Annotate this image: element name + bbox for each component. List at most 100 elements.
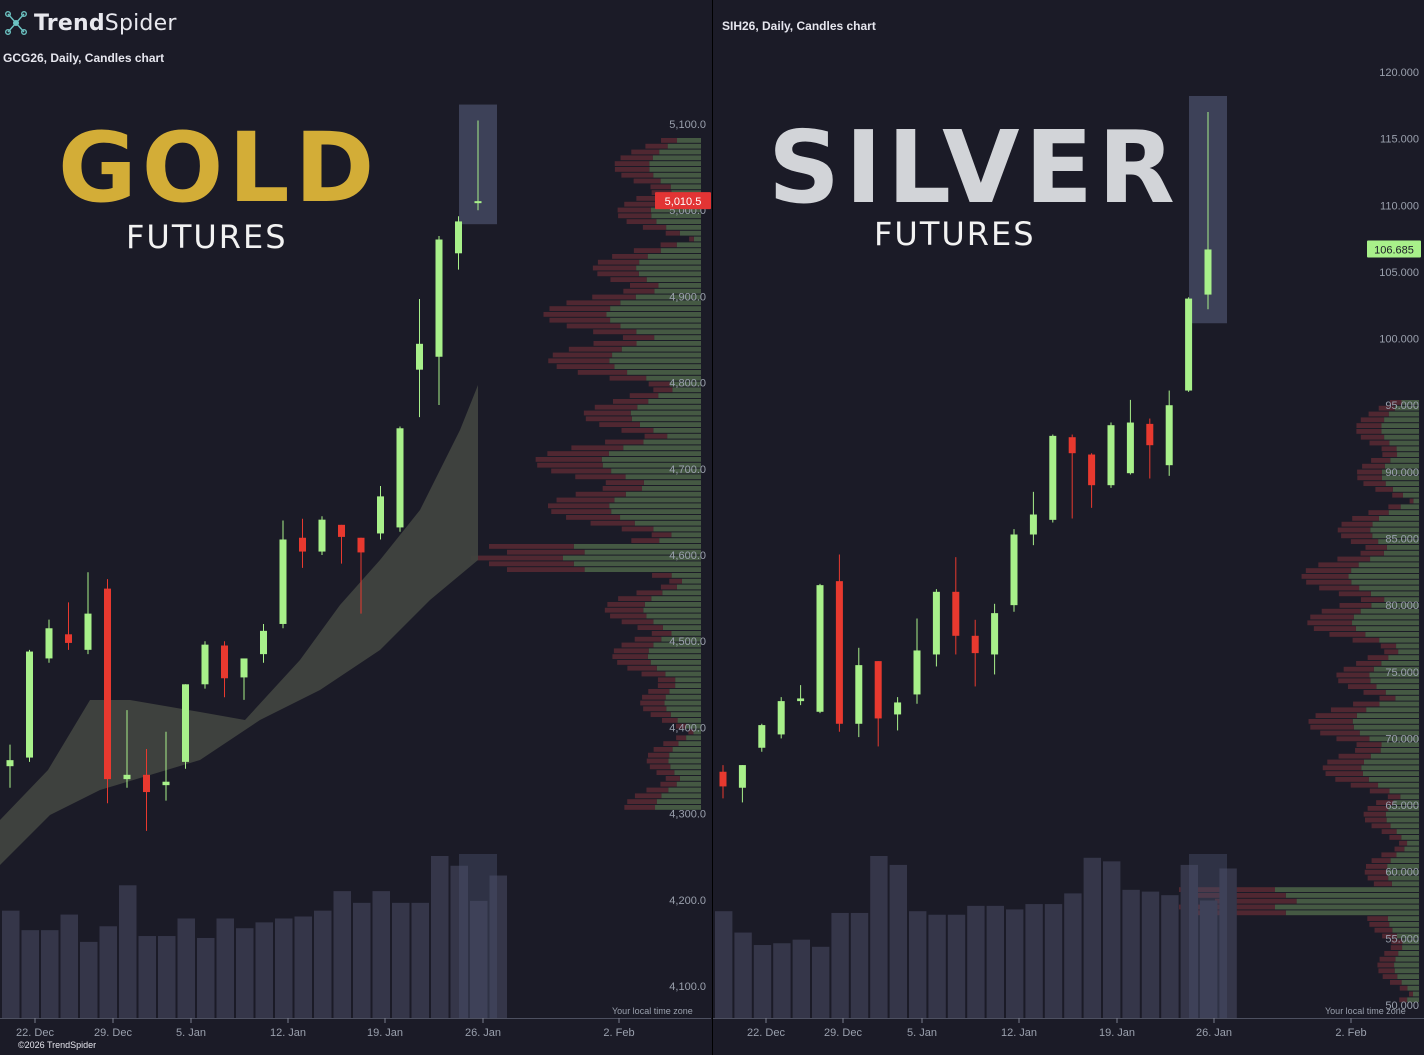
left-profile-bar-down <box>535 457 602 462</box>
right-candle-body <box>1068 437 1076 454</box>
left-profile-bar-up <box>631 416 701 422</box>
left-profile-bar-up <box>609 503 701 509</box>
left-profile-bar-up <box>573 544 701 549</box>
left-x-tick-label: 12. Jan <box>270 1027 306 1039</box>
left-profile-bar-up <box>671 532 701 538</box>
left-candle-body <box>474 201 482 204</box>
left-profile-bar-down <box>593 329 637 335</box>
left-volume-bar <box>450 865 468 1018</box>
left-profile-bar-down <box>566 323 621 329</box>
left-profile-bar-down <box>585 416 632 422</box>
left-volume-bar <box>119 885 137 1018</box>
left-profile-bar-up <box>651 213 701 219</box>
left-profile-bar-down <box>568 346 622 352</box>
left-profile-bar-up <box>647 254 701 259</box>
right-profile-bar-up <box>1394 968 1419 974</box>
right-volume-bar <box>734 932 752 1018</box>
right-y-tick-label: 115.000 <box>1380 134 1419 146</box>
left-profile-bar-down <box>621 428 654 433</box>
left-profile-bar-up <box>664 700 701 706</box>
right-profile-bar-up <box>1385 811 1419 817</box>
left-profile-bar-down <box>621 172 654 178</box>
left-profile-bar-up <box>679 230 701 236</box>
left-profile-bar-up <box>614 364 701 369</box>
right-profile-bar-down <box>1376 800 1394 805</box>
left-candle-body <box>338 524 345 537</box>
left-profile-bar-down <box>627 665 657 671</box>
left-candle-body <box>260 630 267 655</box>
right-volume-profile <box>1179 400 1419 1003</box>
left-profile-bar-up <box>637 404 701 410</box>
left-profile-bar-up <box>686 735 701 741</box>
left-profile-bar-up <box>667 143 701 149</box>
left-profile-bar-down <box>650 712 671 717</box>
left-profile-bar-up <box>660 178 701 184</box>
right-profile-bar-down <box>1363 481 1386 486</box>
right-profile-bar-up <box>1369 736 1419 742</box>
right-profile-bar-up <box>1384 417 1419 423</box>
left-candle-body <box>84 613 92 650</box>
left-candle-body <box>123 774 131 780</box>
left-candle-body <box>201 644 209 685</box>
right-profile-bar-down <box>1367 875 1389 881</box>
left-volume-bar <box>158 936 176 1018</box>
trendspider-logo[interactable]: TrendSpider <box>4 10 177 36</box>
right-profile-bar-up <box>1391 881 1419 887</box>
gold-heading: GOLD <box>58 112 380 224</box>
left-candle-body <box>26 651 33 758</box>
left-profile-bar-up <box>625 491 701 497</box>
right-volume-bar <box>1083 857 1101 1018</box>
right-x-tick-label: 5. Jan <box>907 1027 937 1039</box>
right-profile-bar-down <box>1384 649 1399 655</box>
right-volume-bar <box>1219 868 1237 1018</box>
right-profile-bar-up <box>1396 933 1419 939</box>
left-profile-bar-up <box>669 689 701 694</box>
left-volume-bar <box>314 910 332 1018</box>
right-profile-bar-down <box>1369 788 1390 794</box>
right-profile-bar-down <box>1394 846 1405 852</box>
left-profile-bar-down <box>537 462 603 468</box>
left-profile-bar-up <box>659 149 701 155</box>
right-profile-bar-up <box>1385 690 1419 695</box>
left-profile-bar-down <box>618 596 652 601</box>
left-profile-bar-up <box>677 138 701 143</box>
right-profile-bar-up <box>1380 748 1419 753</box>
left-y-tick-label: 4,500.0 <box>669 636 706 648</box>
right-profile-bar-down <box>1352 516 1379 521</box>
right-chart-title: SIH26, Daily, Candles chart <box>722 19 876 33</box>
left-profile-bar-up <box>643 439 701 445</box>
right-candle-body <box>971 635 979 654</box>
left-candle-body <box>65 634 72 643</box>
left-profile-bar-up <box>656 219 701 224</box>
right-candle-body <box>1010 534 1018 606</box>
right-profile-bar-up <box>1356 713 1419 718</box>
right-profile-bar-up <box>1397 974 1419 979</box>
right-candle-body <box>1146 423 1154 446</box>
right-profile-bar-down <box>1307 620 1353 626</box>
left-profile-bar-up <box>676 584 701 590</box>
left-y-tick-label: 4,900.0 <box>669 291 706 303</box>
right-profile-bar-up <box>1381 742 1419 747</box>
right-profile-bar-down <box>1337 556 1371 562</box>
right-profile-bar-up <box>1398 649 1419 655</box>
left-volume-bar <box>21 930 39 1018</box>
right-volume-bar <box>831 912 849 1018</box>
right-profile-bar-up <box>1366 707 1419 713</box>
left-profile-bar-up <box>681 578 701 584</box>
left-profile-bar-down <box>621 619 654 625</box>
left-profile-bar-down <box>641 671 666 677</box>
right-profile-bar-up <box>1378 539 1419 544</box>
right-candle-body <box>758 725 766 748</box>
left-profile-bar-down <box>675 723 686 729</box>
right-volume-bar <box>1122 889 1140 1018</box>
left-profile-bar-down <box>566 300 621 306</box>
right-profile-bar-up <box>1387 916 1419 921</box>
left-volume-bar <box>333 891 351 1018</box>
right-profile-bar-down <box>1197 893 1286 898</box>
right-profile-bar-down <box>1360 417 1385 423</box>
left-candle-body <box>435 239 443 357</box>
right-volume-bar <box>1006 909 1024 1018</box>
left-profile-bar-down <box>547 451 609 456</box>
left-candle-body <box>299 537 306 552</box>
right-profile-bar-down <box>1353 701 1380 707</box>
